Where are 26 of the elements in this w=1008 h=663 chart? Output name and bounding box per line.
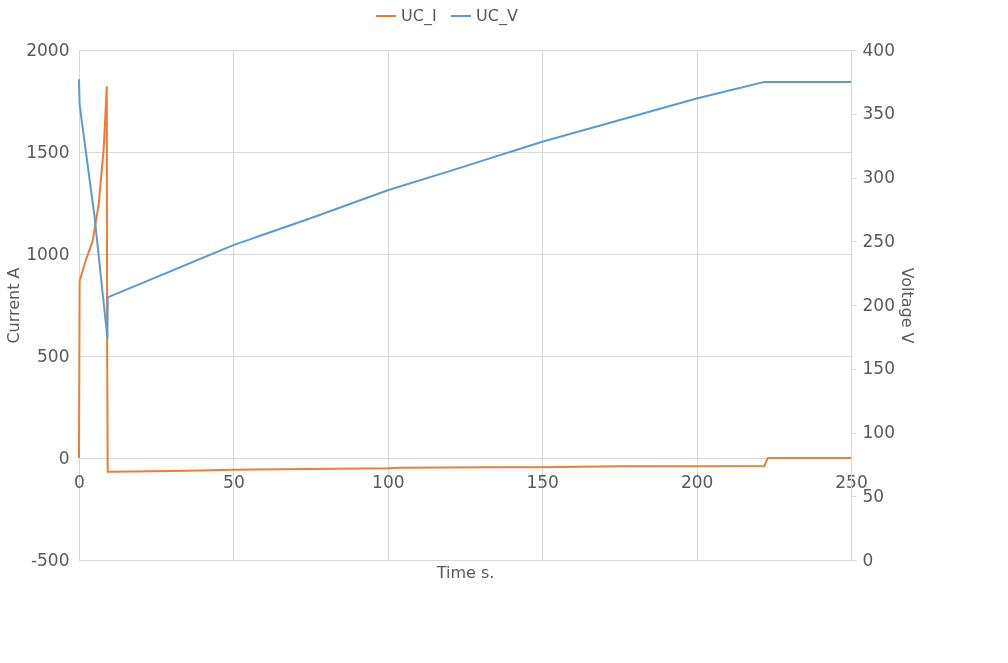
x-tick-label: 100 (372, 471, 405, 492)
y2-tick-label: 100 (862, 422, 895, 442)
x-tick-label: 200 (680, 471, 714, 492)
y-tick-label: 1500 (26, 141, 70, 162)
y2-tick-label: 300 (862, 167, 895, 187)
y-tick-label: 2000 (26, 39, 70, 60)
line-series (78, 78, 852, 340)
x-axis-title: Time s. (435, 562, 495, 582)
y-axis-title: Current A (4, 267, 24, 344)
x-tick-label: 150 (526, 471, 559, 492)
y2-tick-label: 0 (862, 549, 874, 570)
y2-tick-label: 250 (862, 230, 895, 251)
y-tick-label: 500 (37, 345, 70, 366)
y-tick-label: 1000 (26, 243, 70, 264)
x-tick-label: 50 (223, 471, 245, 492)
x-tick-label: 0 (74, 471, 85, 492)
legend-label: UC_V (476, 6, 518, 26)
y-tick-label: 0 (58, 447, 70, 468)
y2-tick-label: 150 (862, 358, 895, 379)
line-series (78, 85, 852, 473)
y2-tick-label: 350 (862, 103, 895, 124)
y-tick-label: -500 (30, 549, 70, 570)
legend-label: UC_I (401, 6, 437, 26)
y2-tick-label: 400 (862, 39, 895, 60)
y2-tick-label: 200 (862, 294, 895, 315)
y2-axis-title: Voltage V (897, 267, 917, 344)
